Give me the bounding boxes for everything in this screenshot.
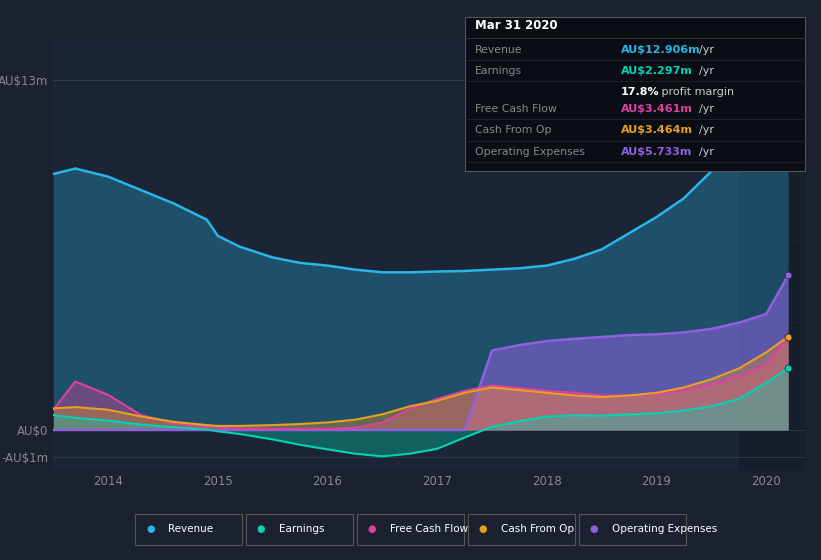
Text: Operating Expenses: Operating Expenses [612,524,717,534]
Text: AU$12.906m: AU$12.906m [621,45,700,55]
Text: Free Cash Flow: Free Cash Flow [475,104,557,114]
Text: ●: ● [479,524,487,534]
Text: AU$5.733m: AU$5.733m [621,147,692,157]
Text: ●: ● [368,524,376,534]
Text: 17.8%: 17.8% [621,87,659,97]
Text: AU$3.461m: AU$3.461m [621,104,693,114]
Text: Free Cash Flow: Free Cash Flow [390,524,468,534]
Bar [739,39,805,470]
Text: Operating Expenses: Operating Expenses [475,147,585,157]
Text: Revenue: Revenue [168,524,213,534]
Text: Cash From Op: Cash From Op [475,125,551,136]
Text: /yr: /yr [699,147,713,157]
Text: /yr: /yr [699,125,713,136]
Text: /yr: /yr [699,66,713,76]
Text: /yr: /yr [699,45,713,55]
Text: AU$2.297m: AU$2.297m [621,66,693,76]
Text: ●: ● [257,524,265,534]
Text: /yr: /yr [699,104,713,114]
Text: profit margin: profit margin [658,87,734,97]
Text: Earnings: Earnings [475,66,521,76]
Text: Cash From Op: Cash From Op [501,524,574,534]
Text: Mar 31 2020: Mar 31 2020 [475,19,557,32]
Text: Revenue: Revenue [475,45,522,55]
Text: Earnings: Earnings [279,524,324,534]
Text: ●: ● [146,524,154,534]
Text: AU$3.464m: AU$3.464m [621,125,693,136]
Text: ●: ● [589,524,598,534]
